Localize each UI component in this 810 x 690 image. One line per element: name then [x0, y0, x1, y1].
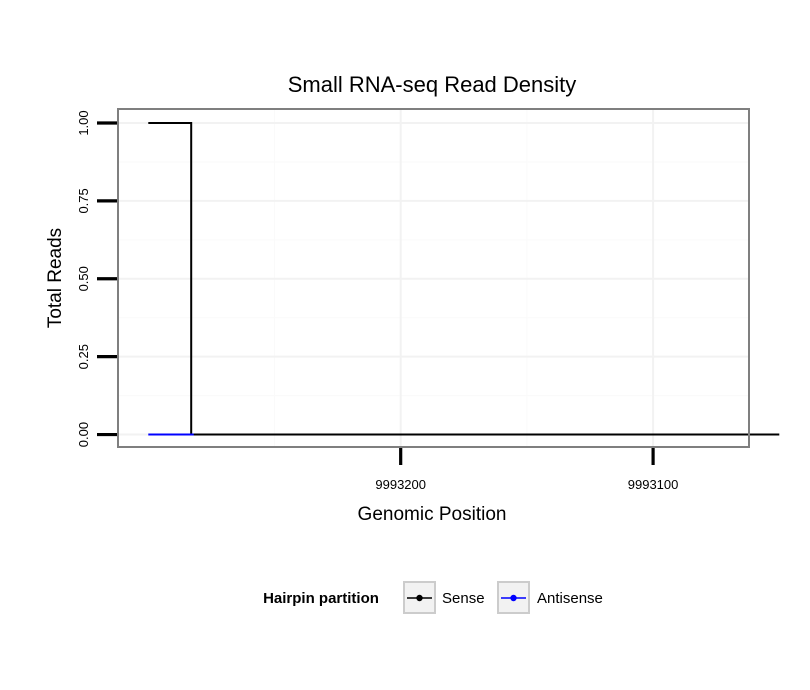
- legend-label-antisense: Antisense: [537, 590, 603, 607]
- x-tick-label: 9993100: [628, 477, 679, 492]
- y-tick-label: 1.00: [76, 110, 91, 135]
- legend: Hairpin partition Sense Antisense: [263, 581, 603, 614]
- y-tick-label: 0.50: [76, 266, 91, 291]
- plot-panel-border: [117, 108, 750, 448]
- x-tick-label: 9993200: [375, 477, 426, 492]
- series-layer: [148, 122, 780, 436]
- y-tick-label: 0.25: [76, 344, 91, 369]
- legend-key-sense-point: [416, 594, 423, 602]
- chart-title: Small RNA-seq Read Density: [288, 72, 577, 97]
- series-line-sense: [148, 122, 780, 436]
- legend-item-antisense: Antisense: [497, 581, 603, 614]
- y-axis-title: Total Reads: [45, 228, 66, 328]
- x-axis-title: Genomic Position: [358, 504, 507, 525]
- legend-title: Hairpin partition: [263, 590, 379, 607]
- ticks: 0.00 0.25 0.50 0.75 1.00 9993200 9993100: [76, 110, 678, 492]
- legend-key-antisense-point: [510, 594, 517, 602]
- y-tick-label: 0.75: [76, 188, 91, 213]
- y-tick-label: 0.00: [76, 422, 91, 447]
- legend-label-sense: Sense: [442, 590, 485, 607]
- legend-item-sense: Sense: [403, 581, 485, 614]
